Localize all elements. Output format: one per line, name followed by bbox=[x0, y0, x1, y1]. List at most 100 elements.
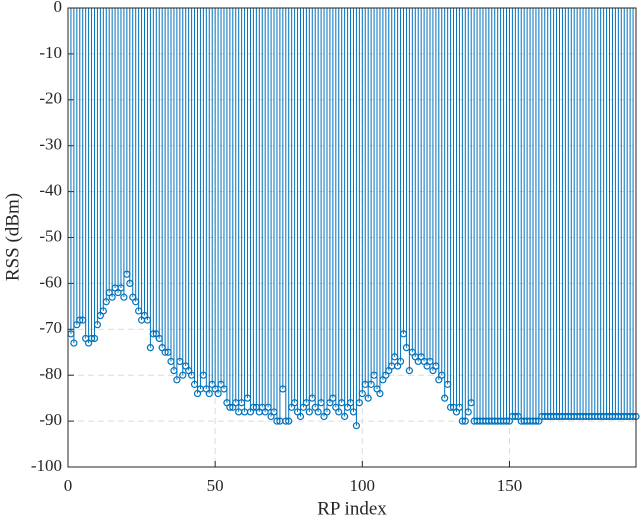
y-tick-label: -30 bbox=[39, 135, 62, 154]
stem-marker bbox=[279, 385, 287, 393]
stem-marker bbox=[132, 298, 140, 306]
stem-marker bbox=[341, 412, 349, 421]
stem-marker bbox=[511, 412, 519, 421]
stem-marker bbox=[458, 417, 466, 425]
stem-marker bbox=[335, 408, 343, 416]
stem-marker bbox=[338, 399, 346, 407]
stem-marker bbox=[176, 357, 184, 366]
stem-marker bbox=[102, 298, 110, 306]
stem-marker bbox=[349, 408, 358, 416]
stem-marker bbox=[167, 357, 175, 366]
stem-marker bbox=[305, 408, 313, 416]
stem-marker bbox=[455, 403, 464, 411]
stem-marker bbox=[155, 334, 163, 343]
x-tick-label: 100 bbox=[350, 476, 376, 495]
stem-marker bbox=[220, 385, 228, 393]
y-tick-label: -10 bbox=[39, 43, 62, 62]
y-tick-label: 0 bbox=[54, 0, 63, 16]
stem-marker bbox=[99, 307, 107, 315]
y-tick-label: -80 bbox=[39, 364, 62, 383]
stem-marker bbox=[76, 316, 84, 324]
stem-marker bbox=[446, 403, 455, 411]
stem-marker bbox=[205, 389, 213, 398]
stem-marker bbox=[426, 357, 434, 366]
stem-marker bbox=[226, 403, 234, 411]
stem-marker bbox=[302, 399, 310, 407]
stem-marker bbox=[308, 394, 316, 402]
stem-marker bbox=[179, 371, 187, 379]
stem-marker bbox=[502, 417, 511, 425]
stem-marker bbox=[164, 348, 172, 356]
stem-marker bbox=[90, 334, 99, 343]
stem-marker bbox=[188, 371, 196, 379]
stem-marker bbox=[123, 270, 131, 278]
stem-marker bbox=[135, 307, 143, 315]
stem-marker bbox=[190, 380, 199, 388]
stem-marker bbox=[532, 417, 540, 425]
stem-marker bbox=[120, 293, 128, 301]
stem-marker bbox=[108, 293, 116, 301]
stem-marker bbox=[249, 403, 258, 411]
stem-marker bbox=[464, 408, 472, 416]
stem-marker bbox=[70, 339, 78, 347]
stem-marker bbox=[291, 399, 299, 407]
stem-marker bbox=[149, 330, 157, 338]
stem-marker bbox=[329, 394, 337, 402]
stem-marker bbox=[199, 371, 207, 379]
stem-marker bbox=[264, 403, 272, 411]
x-tick-label: 150 bbox=[497, 476, 523, 495]
stem-marker bbox=[364, 394, 372, 402]
stem-marker bbox=[441, 394, 449, 402]
stem-marker bbox=[146, 344, 155, 352]
stem-marker bbox=[170, 367, 178, 375]
stem-marker bbox=[296, 412, 305, 421]
stem-marker bbox=[402, 344, 411, 352]
stem-marker bbox=[79, 316, 87, 324]
stem-marker bbox=[391, 353, 399, 361]
stem-marker bbox=[214, 389, 222, 398]
y-tick-label: -90 bbox=[39, 410, 62, 429]
stem-marker bbox=[461, 417, 469, 425]
y-tick-label: -20 bbox=[39, 89, 62, 108]
stem-marker bbox=[282, 417, 290, 425]
stem-marker bbox=[399, 330, 408, 338]
stem-marker bbox=[285, 417, 293, 425]
plot-frame bbox=[67, 7, 637, 468]
stem-marker bbox=[438, 371, 446, 379]
stem-marker bbox=[396, 357, 405, 366]
stem-marker bbox=[432, 362, 440, 370]
x-tick-label: 0 bbox=[64, 476, 73, 495]
stem-marker bbox=[126, 279, 134, 287]
stem-marker bbox=[117, 284, 125, 292]
y-tick-label: -70 bbox=[39, 318, 62, 337]
stem-marker bbox=[93, 321, 102, 329]
stem-marker bbox=[376, 389, 384, 398]
y-tick-label: -50 bbox=[39, 226, 62, 245]
x-axis-label: RP index bbox=[317, 498, 387, 519]
stem-marker bbox=[370, 371, 378, 379]
stem-marker bbox=[444, 380, 452, 388]
stem-marker bbox=[270, 408, 278, 416]
stem-marker bbox=[367, 380, 375, 388]
y-tick-label: -100 bbox=[31, 456, 62, 475]
stem-marker bbox=[173, 376, 181, 384]
stem-marker bbox=[273, 417, 281, 425]
stem-marker bbox=[346, 399, 355, 407]
stem-marker bbox=[87, 334, 96, 343]
y-tick-label: -40 bbox=[39, 181, 62, 200]
stem-marker bbox=[323, 408, 331, 416]
stem-marker bbox=[317, 399, 325, 407]
stem-marker bbox=[355, 399, 363, 407]
stem-marker bbox=[314, 408, 322, 416]
stem-marker bbox=[143, 316, 152, 324]
stem-marker bbox=[358, 389, 366, 398]
stem-marker bbox=[352, 422, 361, 430]
y-axis-label: RSS (dBm) bbox=[2, 193, 23, 281]
stem-marker bbox=[405, 367, 413, 375]
y-tick-label: -60 bbox=[39, 272, 62, 291]
stem-marker bbox=[161, 348, 169, 356]
stem-marker bbox=[467, 399, 475, 407]
stem-marker bbox=[238, 399, 246, 407]
x-tick-label: 50 bbox=[207, 476, 224, 495]
